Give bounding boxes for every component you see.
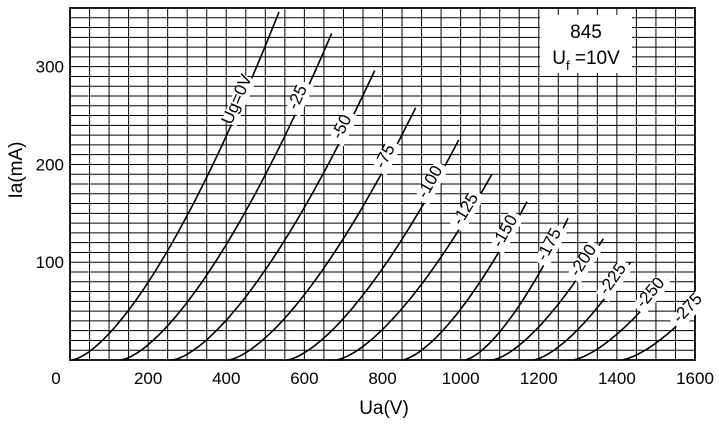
x-tick-label: 1200	[520, 369, 558, 388]
curve-label-background	[329, 109, 359, 147]
curve-label-background	[595, 258, 634, 302]
curve-line	[71, 11, 280, 361]
curve-label-group: Ug=0V	[217, 71, 257, 127]
curve-label-background	[489, 210, 525, 255]
curve-label-background	[449, 188, 486, 233]
filament-voltage: Uf =10V	[552, 48, 620, 73]
x-axis-label: Ua(V)	[359, 398, 409, 419]
curve-label-background	[668, 288, 710, 331]
x-tick-label: 0	[51, 369, 60, 388]
x-tick-labels: 0 200 400 600 800 1000 1200 1400 1600	[51, 369, 714, 388]
y-tick-label: 100	[36, 253, 64, 272]
plot-frame	[69, 7, 696, 361]
x-tick-label: 200	[134, 369, 162, 388]
x-tick-label: 800	[368, 369, 396, 388]
curve-label-group: -275	[668, 288, 710, 331]
curve-label: Ug=0V	[217, 71, 256, 127]
curve-label-group: -125	[448, 188, 486, 233]
curve-label-group: -250	[632, 272, 672, 316]
x-tick-label: 400	[212, 369, 240, 388]
info-box	[540, 15, 632, 73]
y-axis-label: Ia(mA)	[6, 142, 27, 199]
curve-label-group: -175	[532, 223, 568, 268]
curve-label-background	[534, 223, 568, 268]
curve-label-background	[632, 272, 672, 316]
tube-title: 845	[570, 22, 602, 43]
curve-label-group: -150	[488, 210, 525, 255]
curve-label-background	[285, 79, 314, 117]
x-tick-label: 600	[290, 369, 318, 388]
x-tick-label: 1000	[442, 369, 480, 388]
curve-label-background	[221, 73, 257, 127]
x-tick-label: 1400	[598, 369, 636, 388]
curve-label-group: -75	[370, 138, 402, 176]
curve-label-group: -225	[595, 258, 634, 302]
curve-label-background	[566, 239, 604, 284]
y-tick-label: 300	[36, 58, 64, 77]
curve-label-group: -100	[413, 160, 450, 206]
curve-label-background	[414, 160, 450, 206]
y-tick-label: 200	[36, 155, 64, 174]
x-tick-label: 1600	[676, 369, 714, 388]
y-tick-labels: 100 200 300	[36, 58, 64, 273]
curve-label-background	[371, 138, 402, 176]
